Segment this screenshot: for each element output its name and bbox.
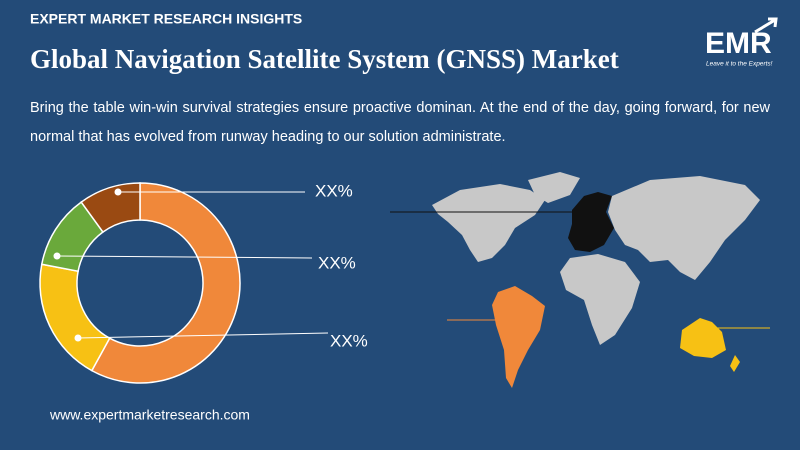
new-zealand bbox=[730, 355, 740, 372]
logo-tagline: Leave it to the Experts! bbox=[706, 61, 773, 68]
australia bbox=[680, 318, 726, 358]
leader-dot bbox=[74, 334, 82, 342]
leader-line bbox=[77, 332, 329, 339]
description: Bring the table win-win survival strateg… bbox=[30, 100, 770, 145]
donut-segment bbox=[90, 182, 241, 384]
leader-line bbox=[56, 255, 313, 259]
annotation: XX% bbox=[315, 181, 353, 200]
europe bbox=[568, 192, 614, 252]
footer-url: www.expertmarketresearch.com bbox=[49, 407, 250, 423]
greenland bbox=[528, 172, 580, 203]
donut-segment bbox=[80, 182, 141, 234]
logo: EMR Leave it to the Experts! bbox=[705, 17, 778, 68]
logo-arrow bbox=[754, 17, 778, 34]
leader-dot bbox=[114, 188, 122, 196]
south-america bbox=[492, 286, 545, 388]
logo-text: EMR bbox=[705, 27, 772, 60]
north-america bbox=[432, 184, 545, 262]
africa bbox=[560, 254, 640, 345]
kicker: EXPERT MARKET RESEARCH INSIGHTS bbox=[30, 11, 302, 27]
annotation: XX% bbox=[330, 331, 368, 350]
donut-segment bbox=[39, 263, 111, 372]
asia bbox=[608, 176, 760, 280]
annotation: XX% bbox=[318, 253, 356, 272]
leader-dot bbox=[53, 252, 61, 260]
world-map bbox=[390, 172, 770, 388]
title: Global Navigation Satellite System (GNSS… bbox=[30, 44, 619, 74]
donut: XX% XX% XX% bbox=[39, 181, 368, 384]
